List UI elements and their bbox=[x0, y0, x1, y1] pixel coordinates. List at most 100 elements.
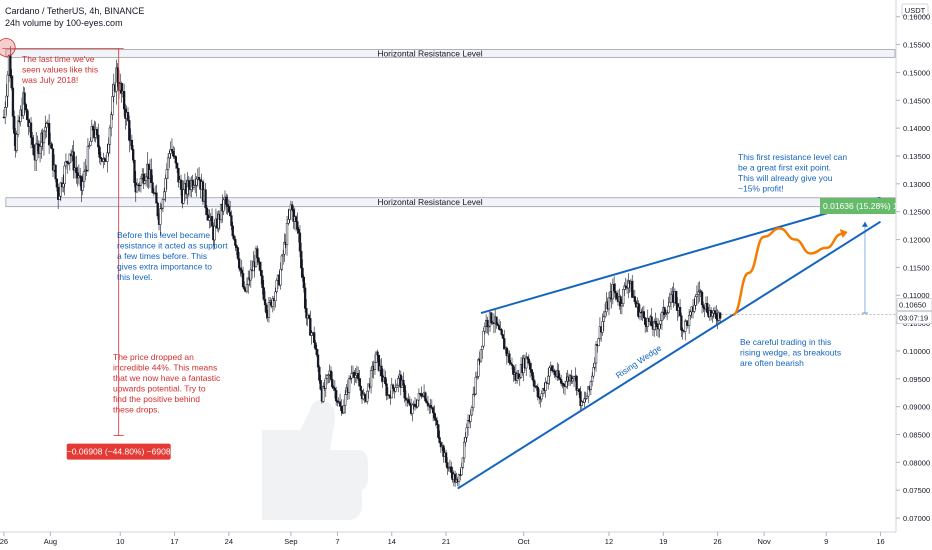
candle-down bbox=[305, 308, 308, 319]
x-tick-label: 10 bbox=[116, 537, 124, 546]
candle-up bbox=[288, 209, 291, 220]
candle-up bbox=[689, 311, 692, 316]
candle-up bbox=[108, 127, 112, 145]
candle-up bbox=[463, 441, 466, 459]
candle-down bbox=[578, 388, 581, 392]
annotation-drop: upwards potential. Try to bbox=[113, 384, 206, 394]
candle-up bbox=[274, 291, 277, 301]
candle-up bbox=[375, 351, 378, 363]
candle-down bbox=[526, 356, 529, 360]
candle-down bbox=[155, 192, 158, 204]
candle-down bbox=[450, 466, 453, 473]
candle-up bbox=[421, 395, 424, 397]
candle-down bbox=[633, 296, 636, 303]
candle-down bbox=[72, 151, 75, 171]
candle-down bbox=[501, 334, 505, 339]
candle-down bbox=[298, 232, 302, 252]
candle-down bbox=[132, 149, 135, 161]
candle-down bbox=[517, 373, 520, 380]
candle-up bbox=[219, 203, 223, 220]
candle-down bbox=[227, 206, 230, 213]
candle-up bbox=[475, 376, 479, 378]
candle-up bbox=[541, 388, 545, 395]
candle-down bbox=[197, 177, 201, 180]
candle-down bbox=[66, 161, 69, 164]
candle-down bbox=[429, 404, 432, 408]
candle-down bbox=[170, 149, 174, 152]
candle-up bbox=[518, 377, 521, 380]
candle-down bbox=[340, 405, 343, 411]
annotation-wedge_note: rising wedge, as breakouts bbox=[740, 348, 841, 358]
candle-down bbox=[133, 159, 136, 184]
candle-down bbox=[313, 332, 316, 343]
resistance-levels: Horizontal Resistance Level Horizontal Re… bbox=[5, 48, 896, 207]
candle-down bbox=[232, 235, 236, 240]
candle-up bbox=[593, 362, 596, 368]
y-tick-label: 0.14500 bbox=[903, 96, 930, 105]
candle-up bbox=[282, 253, 285, 257]
candle-down bbox=[243, 286, 246, 290]
candle-down bbox=[301, 267, 304, 278]
candle-down bbox=[256, 248, 259, 259]
candle-up bbox=[620, 303, 624, 307]
candle-down bbox=[510, 363, 514, 366]
candle-up bbox=[163, 191, 166, 200]
candle-down bbox=[156, 202, 159, 217]
candle-up bbox=[82, 171, 86, 182]
candle-down bbox=[177, 167, 180, 183]
candle-up bbox=[687, 314, 691, 326]
candle-down bbox=[174, 156, 177, 164]
candle-down bbox=[654, 320, 657, 324]
candle-down bbox=[486, 319, 489, 327]
candle-down bbox=[319, 380, 322, 390]
candle-up bbox=[45, 122, 48, 128]
candle-down bbox=[425, 400, 428, 404]
candle-up bbox=[139, 178, 143, 186]
candle-up bbox=[107, 144, 110, 154]
candle-up bbox=[394, 387, 397, 392]
candle-down bbox=[331, 379, 334, 388]
candle-down bbox=[675, 291, 678, 304]
candle-down bbox=[624, 285, 627, 288]
candle-up bbox=[694, 296, 697, 306]
annotation-exit: This first resistance level can bbox=[738, 152, 847, 162]
y-tick-label: 0.08500 bbox=[903, 431, 930, 440]
candle-up bbox=[38, 146, 42, 154]
candle-up bbox=[367, 383, 370, 392]
candle-down bbox=[715, 313, 718, 319]
candle-up bbox=[711, 313, 714, 317]
candle-down bbox=[296, 221, 299, 230]
candle-up bbox=[695, 294, 699, 297]
annotation-july: seen values like this bbox=[22, 65, 98, 75]
candle-down bbox=[332, 386, 335, 389]
annotation-drop: that we now have a fantastic bbox=[113, 373, 221, 383]
x-tick-label: Oct bbox=[518, 537, 531, 546]
y-tick-label: 0.13000 bbox=[903, 180, 930, 189]
candle-up bbox=[194, 184, 197, 187]
candle-down bbox=[239, 267, 242, 271]
candle-up bbox=[287, 219, 290, 224]
candle-up bbox=[59, 182, 62, 197]
measure-up-box bbox=[820, 198, 896, 214]
candle-up bbox=[457, 474, 461, 482]
candle-up bbox=[81, 181, 84, 191]
annotation-july: The last time we've bbox=[22, 54, 95, 64]
candle-up bbox=[342, 405, 346, 414]
resistance-label: Horizontal Resistance Level bbox=[377, 197, 482, 207]
candle-down bbox=[24, 104, 28, 110]
candle-down bbox=[318, 366, 321, 381]
candle-up bbox=[192, 185, 196, 188]
resistance-label: Horizontal Resistance Level bbox=[377, 48, 482, 58]
candle-up bbox=[601, 321, 604, 333]
candle-up bbox=[249, 269, 252, 281]
candle-up bbox=[390, 384, 393, 399]
y-tick-label: 0.14000 bbox=[903, 124, 930, 133]
candle-up bbox=[63, 165, 66, 185]
annotation-support: Before this level became bbox=[117, 230, 210, 240]
candle-up bbox=[111, 96, 114, 115]
candle-up bbox=[481, 345, 484, 350]
candle-down bbox=[496, 323, 499, 326]
x-tick-label: 21 bbox=[442, 537, 450, 546]
candle-down bbox=[54, 164, 57, 180]
